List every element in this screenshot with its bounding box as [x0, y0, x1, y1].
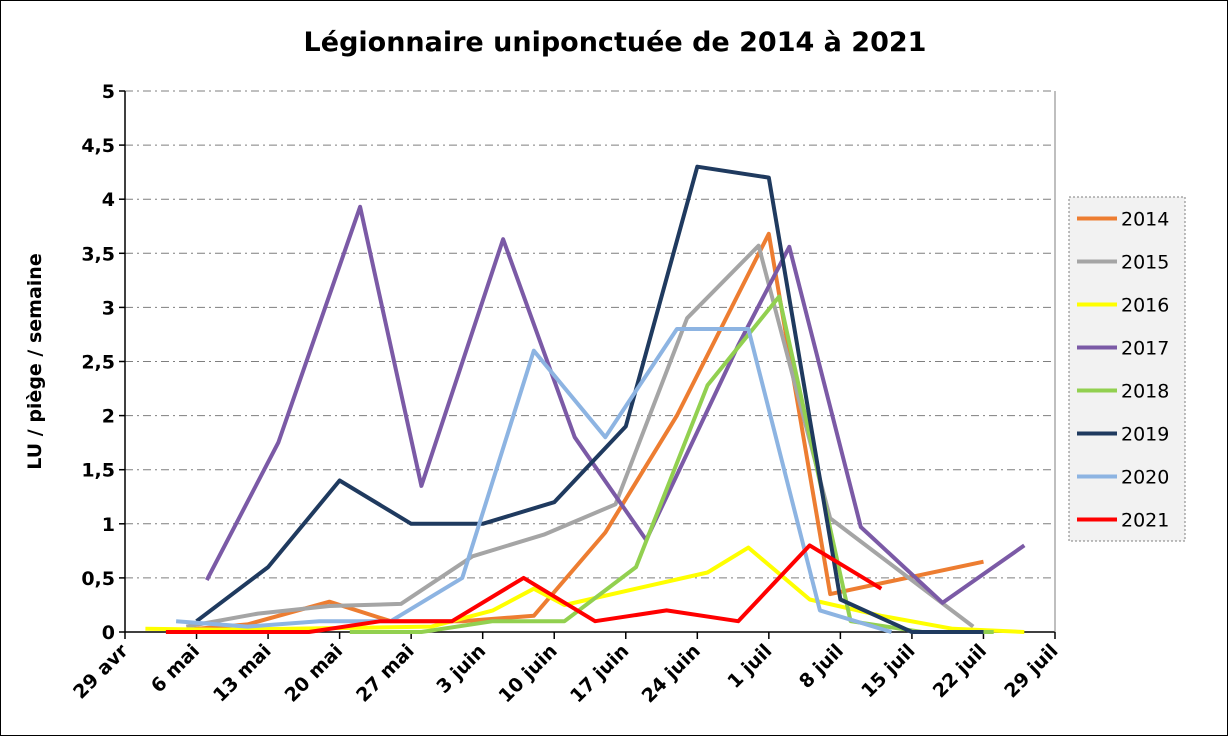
legend-label-2020: 2020 — [1121, 467, 1169, 489]
series-line-2020 — [175, 327, 893, 634]
x-tick-label: 24 juin — [638, 640, 705, 707]
x-tick-label: 8 juil — [795, 640, 848, 693]
series-line-2017 — [205, 204, 1026, 605]
x-tick-labels: 29 avr 6 mai 13 mai 20 mai 27 mai 3 juin 10 ju… — [69, 640, 1062, 708]
x-tick-label: 3 juin — [432, 640, 490, 698]
series-line-2015 — [185, 243, 975, 629]
y-tick-label: 0 — [102, 622, 115, 644]
x-tick-label: 27 mai — [352, 640, 419, 707]
legend-label-2018: 2018 — [1121, 381, 1169, 403]
legend-label-2017: 2017 — [1121, 338, 1169, 360]
y-tick-labels: 0 0,5 1 1,5 2 2,5 3 3,5 4 4,5 5 — [81, 81, 115, 644]
grid-lines — [125, 90, 1055, 579]
y-tick-label: 4,5 — [81, 135, 115, 157]
x-tick-label: 13 mai — [209, 640, 276, 707]
x-tick-label: 10 juin — [494, 640, 561, 707]
series-line-2019 — [195, 164, 984, 634]
y-tick-label: 0,5 — [81, 568, 115, 590]
x-tick-label: 1 juil — [723, 640, 776, 693]
y-tick-label: 5 — [102, 81, 115, 103]
x-tick-label: 29 juil — [1000, 640, 1062, 702]
series-lines — [145, 164, 1026, 634]
legend-label-2014: 2014 — [1121, 209, 1169, 231]
legend-label-2019: 2019 — [1121, 424, 1169, 446]
y-tick-label: 1 — [102, 514, 115, 536]
series-line-2016 — [145, 545, 1025, 634]
y-tick-label: 4 — [102, 189, 115, 211]
x-tick-label: 17 juin — [566, 640, 633, 707]
legend-box — [1068, 196, 1186, 542]
x-tick-label: 29 avr — [69, 640, 133, 704]
x-tick-label: 15 juil — [857, 640, 919, 702]
y-tick-label: 3,5 — [81, 243, 115, 265]
chart-title: Légionnaire uniponctuée de 2014 à 2021 — [304, 27, 927, 58]
y-tick-label: 2,5 — [81, 352, 115, 374]
legend-label-2015: 2015 — [1121, 252, 1169, 274]
x-tick-label: 20 mai — [281, 640, 348, 707]
legend: 2014 2015 2016 2017 2018 2019 2020 2021 — [1068, 196, 1186, 542]
legend-label-2016: 2016 — [1121, 295, 1169, 317]
legend-label-2021: 2021 — [1121, 510, 1169, 532]
y-tick-label: 3 — [102, 297, 115, 319]
x-tick-label: 22 juil — [929, 640, 991, 702]
series-line-2014 — [186, 231, 984, 632]
y-tick-label: 1,5 — [81, 460, 115, 482]
series-line-2018 — [349, 294, 994, 634]
y-tick-label: 2 — [102, 406, 115, 428]
y-axis-label: LU / piège / semaine — [24, 253, 46, 469]
x-tick-label: 6 mai — [147, 640, 204, 697]
series-line-2021 — [165, 543, 883, 634]
